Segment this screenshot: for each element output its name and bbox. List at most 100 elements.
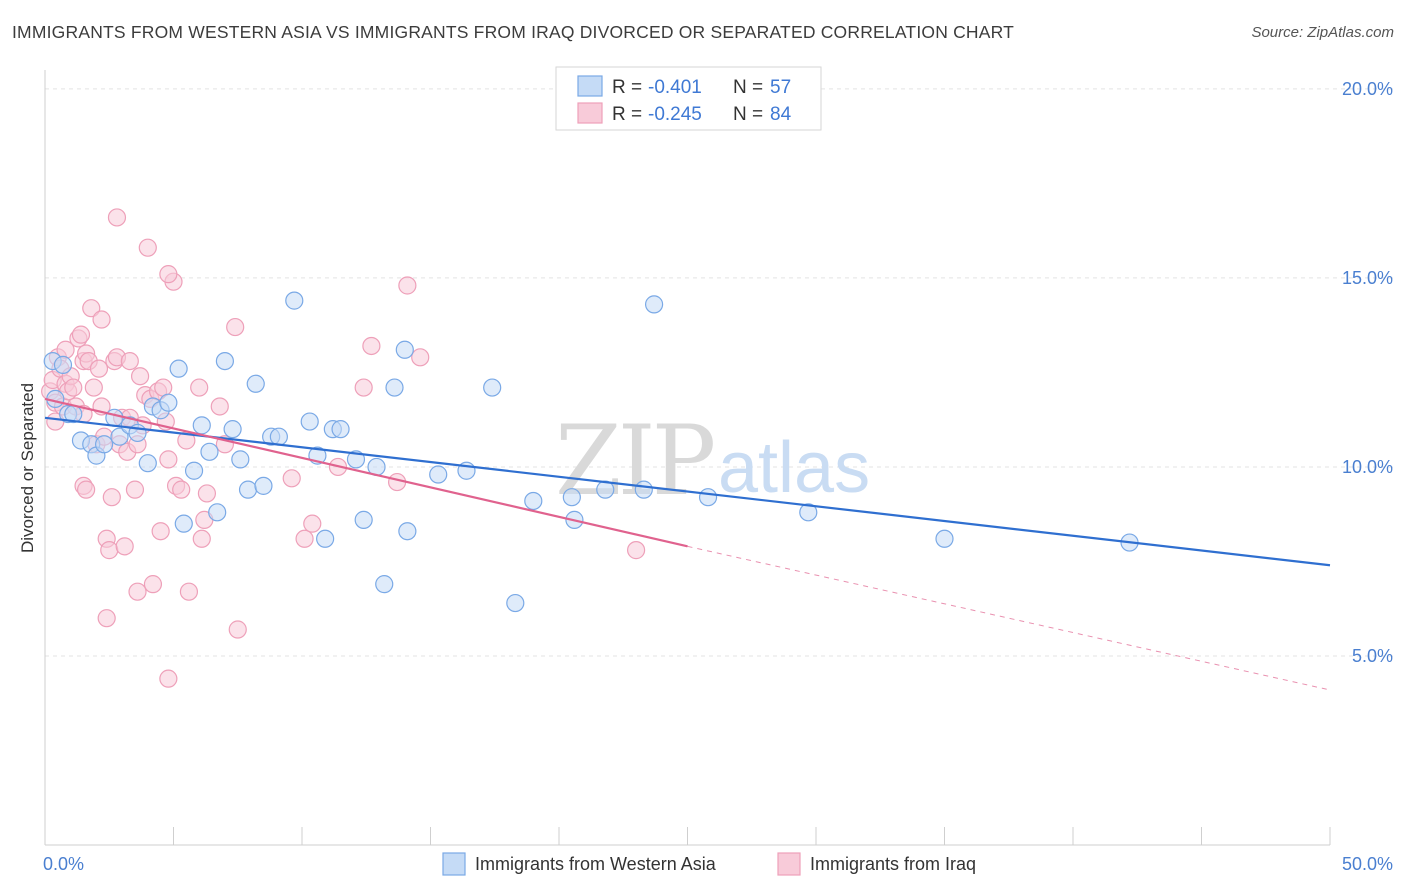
western-asia-point: [698, 488, 718, 507]
iraq-point: [89, 359, 109, 378]
iraq-point: [92, 310, 111, 329]
western-asia-point: [644, 295, 664, 314]
iraq-point: [362, 336, 381, 356]
western-asia-point: [105, 408, 124, 427]
iraq-point: [97, 609, 116, 628]
iraq-point: [179, 582, 199, 601]
iraq-point: [210, 397, 229, 416]
iraq-point: [64, 378, 83, 397]
iraq-point: [77, 480, 96, 499]
grid-lines: [45, 88, 1395, 657]
legend-r-value-1: -0.401: [648, 77, 702, 98]
western-asia-point: [935, 529, 954, 548]
legend-swatch-pink: [577, 102, 603, 124]
iraq-trend-line: [44, 397, 688, 548]
western-asia-point: [398, 522, 417, 541]
legend-swatch-blue: [577, 75, 603, 97]
western-asia-point: [269, 427, 288, 446]
source-label: Source: ZipAtlas.com: [1251, 24, 1394, 41]
western-asia-point: [483, 378, 502, 397]
legend-n-label-1: N =: [733, 77, 763, 98]
bottom-legend-label-blue: Immigrants from Western Asia: [475, 854, 717, 874]
western-asia-point: [110, 427, 129, 446]
western-asia-point: [174, 514, 193, 533]
western-asia-point: [95, 435, 114, 454]
western-asia-point: [395, 340, 414, 359]
western-asia-point: [634, 480, 653, 499]
iraq-point: [130, 367, 150, 386]
western-asia-points: [43, 291, 1139, 613]
western-asia-point: [799, 503, 818, 522]
chart-title: IMMIGRANTS FROM WESTERN ASIA VS IMMIGRAN…: [12, 22, 1015, 42]
legend-r-label-1: R =: [612, 77, 642, 98]
western-asia-point: [238, 480, 258, 499]
iraq-point: [295, 529, 314, 548]
trend-lines: [44, 397, 1331, 691]
x-tick-label-max: 50.0%: [1342, 854, 1393, 874]
iraq-point: [192, 529, 211, 548]
western-asia-point: [208, 503, 227, 522]
western-asia-point: [169, 359, 188, 378]
watermark-zip: ZIP: [555, 405, 714, 517]
western-asia-point: [215, 351, 234, 371]
y-tick-label: 15.0%: [1342, 268, 1393, 288]
bottom-legend-swatch-blue: [442, 852, 466, 876]
western-asia-point: [192, 416, 211, 435]
iraq-point: [159, 265, 178, 284]
axes: [44, 70, 1331, 846]
western-asia-trend-line: [44, 416, 1331, 567]
iraq-point: [115, 537, 134, 556]
western-asia-point: [231, 450, 250, 469]
western-asia-point: [506, 593, 525, 613]
iraq-point: [154, 378, 173, 397]
western-asia-point: [385, 378, 404, 397]
legend-n-value-1: 57: [770, 77, 791, 98]
western-asia-point: [375, 575, 394, 594]
iraq-point: [84, 378, 103, 397]
y-tick-labels: 5.0% 10.0% 15.0% 20.0%: [1342, 79, 1393, 666]
western-asia-point: [285, 291, 304, 310]
iraq-point: [120, 351, 139, 371]
legend-r-label-2: R =: [612, 104, 642, 125]
iraq-point: [159, 450, 178, 469]
iraq-point: [125, 480, 145, 499]
iraq-point: [138, 238, 157, 257]
western-asia-point: [254, 476, 273, 495]
western-asia-point: [138, 454, 157, 473]
bottom-legend: Immigrants from Western Asia Immigrants …: [442, 852, 976, 876]
legend-n-value-2: 84: [770, 104, 792, 125]
iraq-point: [398, 276, 417, 295]
y-tick-label: 20.0%: [1342, 79, 1393, 99]
western-asia-point: [159, 393, 178, 412]
iraq-point: [282, 469, 301, 488]
bottom-legend-label-pink: Immigrants from Iraq: [810, 854, 976, 874]
western-asia-point: [562, 488, 581, 507]
iraq-point: [100, 541, 119, 560]
western-asia-point: [316, 529, 335, 548]
iraq-point: [102, 488, 121, 507]
legend-r-value-2: -0.245: [648, 104, 702, 125]
iraq-point: [143, 575, 163, 594]
iraq-point: [228, 620, 247, 639]
iraq-point: [411, 348, 430, 367]
western-asia-point: [223, 420, 242, 439]
y-tick-label: 10.0%: [1342, 457, 1393, 477]
iraq-point: [107, 208, 127, 227]
western-asia-point: [246, 374, 265, 393]
iraq-point: [626, 541, 646, 560]
y-axis-label: Divorced or Separated: [18, 383, 37, 553]
iraq-point: [354, 378, 373, 397]
iraq-point: [190, 378, 209, 397]
iraq-point: [82, 299, 101, 318]
x-tick-label-min: 0.0%: [43, 854, 84, 874]
western-asia-point: [524, 491, 543, 511]
western-asia-point: [429, 465, 448, 484]
western-asia-point: [200, 442, 219, 461]
iraq-point: [172, 480, 191, 499]
western-asia-point: [300, 412, 319, 431]
western-asia-point: [331, 420, 350, 439]
iraq-point: [159, 669, 178, 688]
y-tick-label: 5.0%: [1352, 646, 1393, 666]
iraq-point: [71, 325, 91, 344]
